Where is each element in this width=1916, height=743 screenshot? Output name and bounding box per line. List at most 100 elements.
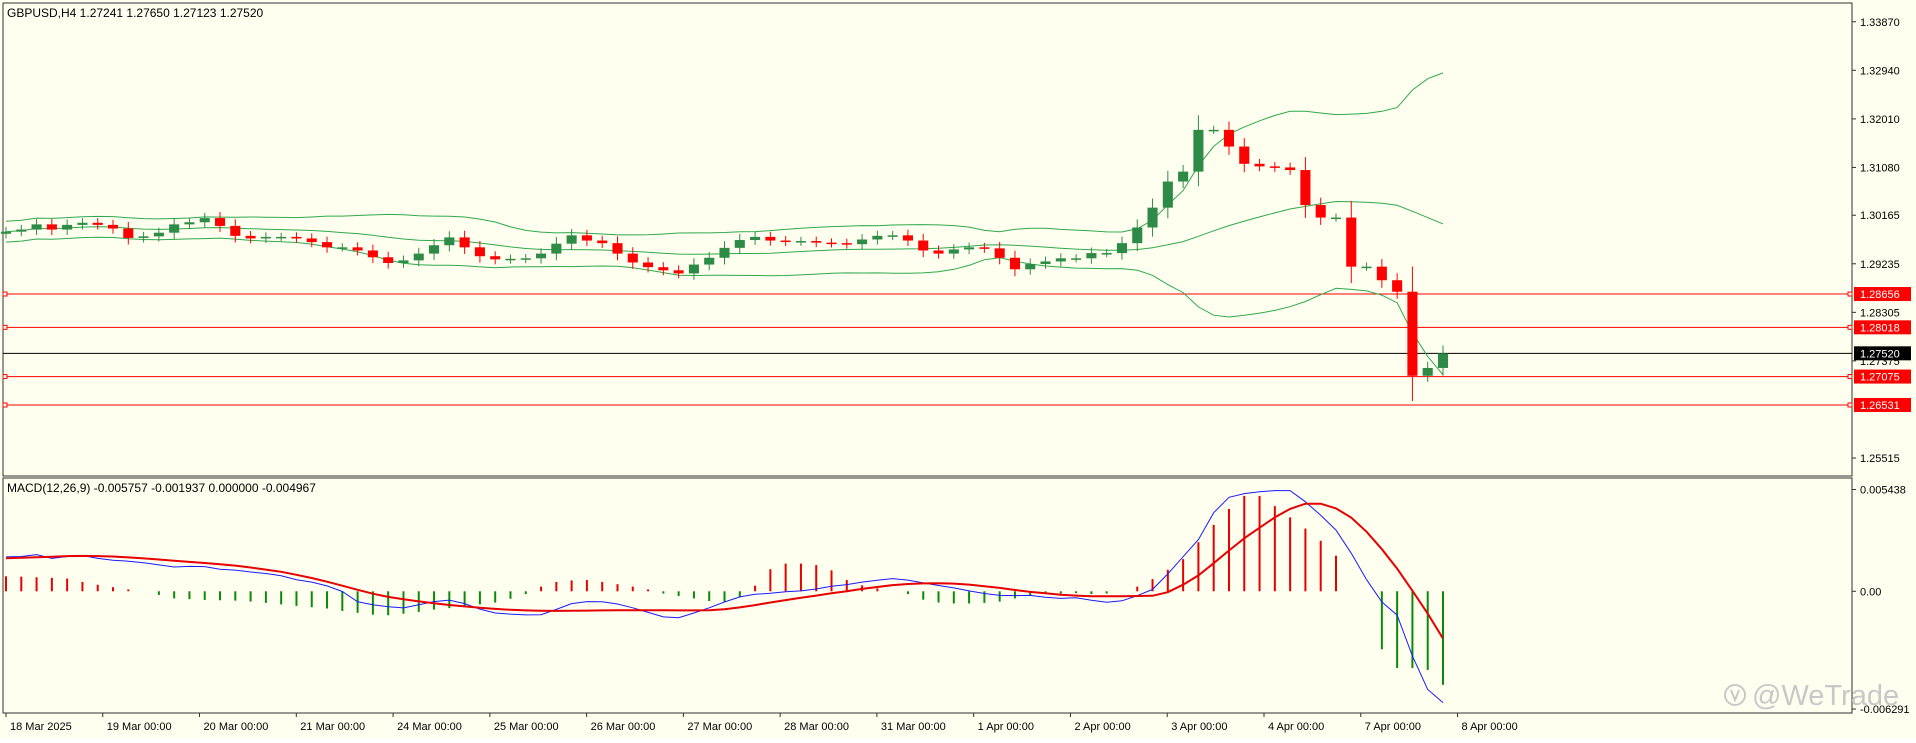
level-handle-right[interactable] xyxy=(1847,324,1853,330)
candle-body[interactable] xyxy=(795,241,806,243)
candle-body[interactable] xyxy=(306,238,317,243)
candle-body[interactable] xyxy=(1132,227,1143,244)
candle-body[interactable] xyxy=(1346,217,1357,267)
candle-body[interactable] xyxy=(505,258,516,261)
level-handle-right[interactable] xyxy=(1847,374,1853,380)
candle-body[interactable] xyxy=(658,267,669,271)
candle-body[interactable] xyxy=(1437,353,1449,368)
candle-body[interactable] xyxy=(612,243,623,254)
candle-body[interactable] xyxy=(459,237,470,248)
level-price-tag[interactable] xyxy=(1854,397,1911,412)
candle-body[interactable] xyxy=(352,247,363,251)
candle-body[interactable] xyxy=(887,235,898,237)
candle-body[interactable] xyxy=(627,253,638,263)
candle-body[interactable] xyxy=(184,222,195,225)
candle-body[interactable] xyxy=(673,270,684,274)
candle-body[interactable] xyxy=(291,236,302,239)
candle-body[interactable] xyxy=(948,249,959,254)
candle-body[interactable] xyxy=(581,235,592,241)
current-price-tag[interactable] xyxy=(1854,346,1911,361)
candle-body[interactable] xyxy=(551,243,562,254)
candle-body[interactable] xyxy=(153,232,164,237)
candle-body[interactable] xyxy=(230,225,241,236)
candle-body[interactable] xyxy=(780,240,791,243)
candle-body[interactable] xyxy=(1269,166,1280,168)
candle-body[interactable] xyxy=(750,236,761,241)
candles[interactable] xyxy=(0,115,1449,401)
candle-body[interactable] xyxy=(214,218,226,226)
candle-body[interactable] xyxy=(1208,129,1219,132)
candle-body[interactable] xyxy=(490,256,501,260)
candle-body[interactable] xyxy=(566,235,577,244)
candle-body[interactable] xyxy=(902,235,913,241)
candle-body[interactable] xyxy=(1254,163,1265,167)
candle-body[interactable] xyxy=(62,224,73,230)
candle-body[interactable] xyxy=(964,247,975,250)
candle-body[interactable] xyxy=(199,218,210,223)
candle-body[interactable] xyxy=(169,224,180,233)
candle-body[interactable] xyxy=(826,242,837,245)
candle-body[interactable] xyxy=(46,224,57,230)
candle-body[interactable] xyxy=(1147,207,1158,228)
candle-body[interactable] xyxy=(92,222,103,225)
candle-body[interactable] xyxy=(1055,258,1066,262)
candle-body[interactable] xyxy=(857,239,868,245)
candle-body[interactable] xyxy=(123,228,134,238)
candle-body[interactable] xyxy=(337,247,348,249)
candle-body[interactable] xyxy=(276,236,287,239)
level-lines[interactable] xyxy=(2,291,1853,408)
candle-body[interactable] xyxy=(688,264,699,274)
level-price-tag[interactable] xyxy=(1854,287,1911,302)
candle-body[interactable] xyxy=(933,250,944,254)
candle-body[interactable] xyxy=(1223,129,1235,147)
candle-body[interactable] xyxy=(597,240,608,244)
level-handle-left[interactable] xyxy=(2,324,8,330)
candle-body[interactable] xyxy=(1239,146,1250,164)
candle-body[interactable] xyxy=(1376,266,1387,281)
candle-body[interactable] xyxy=(1315,205,1326,218)
candle-body[interactable] xyxy=(734,240,745,248)
candle-body[interactable] xyxy=(1193,129,1204,172)
candle-body[interactable] xyxy=(536,253,547,259)
candle-body[interactable] xyxy=(1407,291,1418,376)
candle-body[interactable] xyxy=(1025,264,1036,270)
candle-body[interactable] xyxy=(260,236,271,239)
candle-body[interactable] xyxy=(918,240,929,251)
candle-body[interactable] xyxy=(1392,280,1403,292)
candle-body[interactable] xyxy=(413,253,424,261)
candle-body[interactable] xyxy=(1116,243,1128,254)
candle-body[interactable] xyxy=(841,243,852,245)
candle-body[interactable] xyxy=(245,235,256,239)
candle-body[interactable] xyxy=(383,257,394,263)
candle-body[interactable] xyxy=(77,222,88,225)
candle-body[interactable] xyxy=(643,262,654,268)
candle-body[interactable] xyxy=(520,258,531,260)
candle-body[interactable] xyxy=(138,236,149,238)
candle-body[interactable] xyxy=(367,250,378,258)
candle-body[interactable] xyxy=(1071,258,1082,260)
candle-body[interactable] xyxy=(107,224,119,229)
candle-body[interactable] xyxy=(1361,266,1372,269)
level-handle-left[interactable] xyxy=(2,291,8,297)
candle-body[interactable] xyxy=(719,247,730,258)
candle-body[interactable] xyxy=(398,260,409,263)
candle-body[interactable] xyxy=(0,231,12,234)
candle-body[interactable] xyxy=(872,235,883,240)
level-handle-right[interactable] xyxy=(1847,402,1853,408)
candle-body[interactable] xyxy=(428,245,440,254)
candle-body[interactable] xyxy=(1009,257,1021,270)
candle-body[interactable] xyxy=(1178,171,1189,182)
candle-body[interactable] xyxy=(16,229,27,232)
candle-body[interactable] xyxy=(1101,253,1112,255)
candle-body[interactable] xyxy=(474,247,485,257)
level-handle-right[interactable] xyxy=(1847,291,1853,297)
level-handle-left[interactable] xyxy=(2,374,8,380)
candle-body[interactable] xyxy=(1285,167,1296,171)
candle-body[interactable] xyxy=(994,248,1005,258)
level-price-tag[interactable] xyxy=(1854,320,1911,335)
candle-body[interactable] xyxy=(1162,181,1173,208)
candle-body[interactable] xyxy=(1086,253,1097,259)
candle-body[interactable] xyxy=(704,257,715,265)
